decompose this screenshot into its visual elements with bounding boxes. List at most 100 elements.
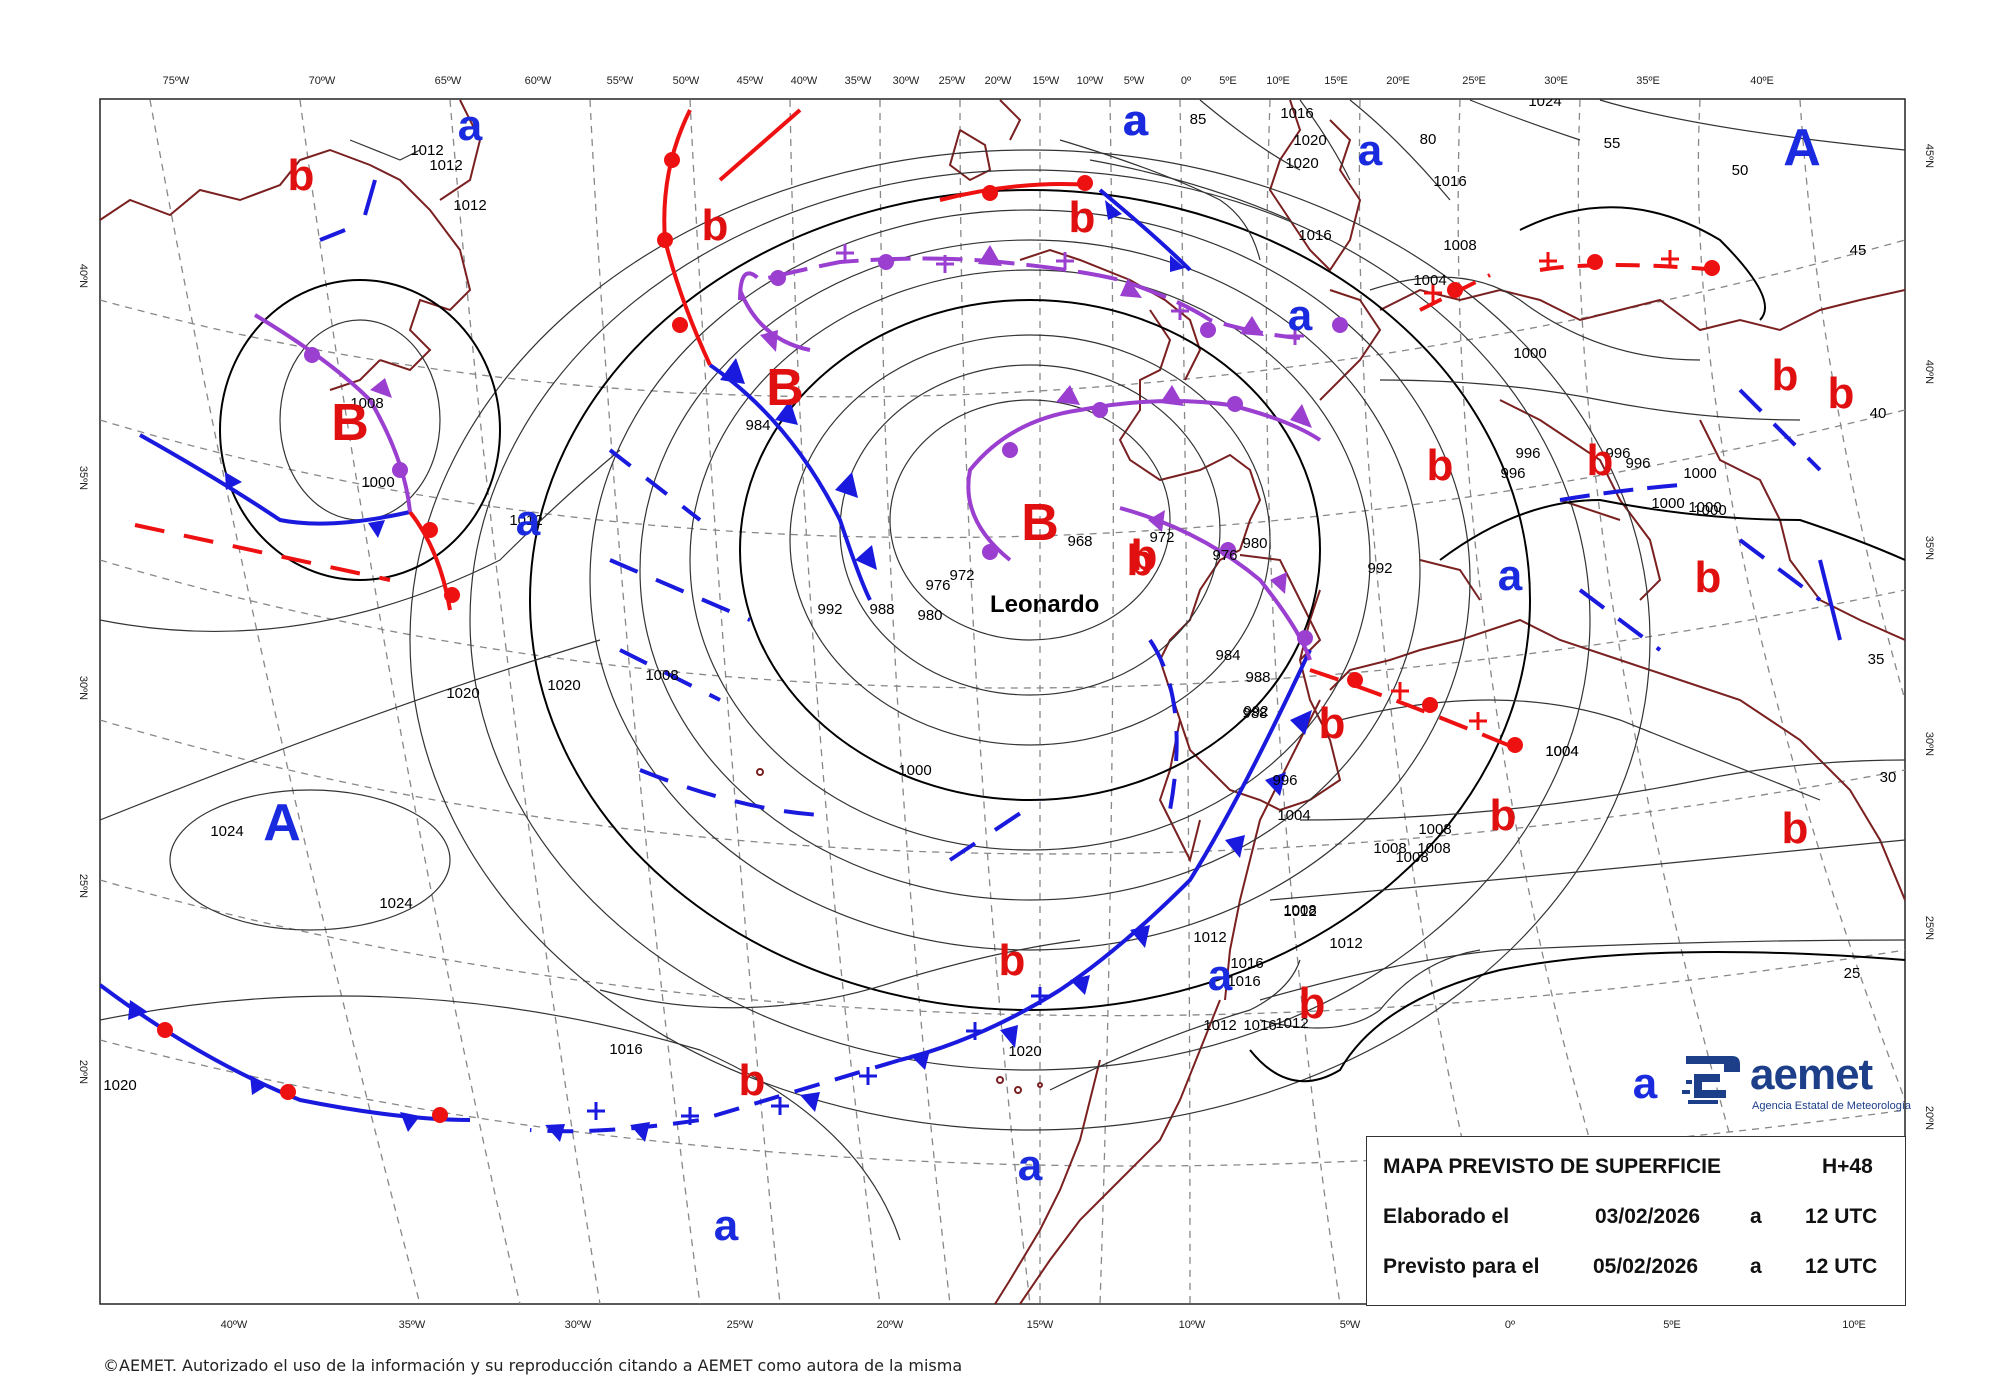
copyright-notice: ©AEMET. Autorizado el uso de la informac… [103,1356,963,1375]
small-high-label: a [1123,96,1148,145]
small-high-label: a [1288,291,1313,340]
isobar-value-label: 1012 [1203,1017,1236,1034]
bottom-lon-label: 10ºW [1179,1319,1206,1331]
info-lead-time: H+48 [1822,1155,1873,1178]
right-lat-label: 45ºN [1923,144,1935,168]
isobar-value-label: 996 [1272,772,1297,789]
left-lat-label: 30ºN [77,676,89,700]
isobar-value-label: 1016 [1230,955,1263,972]
isobar-value-label: 1004 [1413,272,1446,289]
graticule-value-label: 35 [1868,651,1885,668]
top-lon-label: 5ºW [1124,75,1145,87]
isobar-value-label: 1020 [1285,155,1318,172]
graticule-value-label: 80 [1420,131,1437,148]
bottom-lon-label: 15ºW [1027,1319,1054,1331]
small-low-label: b [1490,791,1517,840]
map-frame [99,98,1906,1305]
small-low-label: b [1587,436,1614,485]
graticule-value-label: 30 [1880,769,1897,786]
isobar-value-label: 996 [1515,445,1540,462]
top-lon-label: 70ºW [309,75,336,87]
left-lat-label: 35ºN [77,466,89,490]
isobar-value-label: 1020 [103,1077,136,1094]
isobar-value-label: 984 [1215,647,1240,664]
top-lon-label: 30ºW [893,75,920,87]
isobar-value-label: 972 [1149,529,1174,546]
isobar-value-label: 1012 [1275,1015,1308,1032]
graticule-value-label: 45 [1850,242,1867,259]
top-lon-label: 10ºW [1077,75,1104,87]
left-lat-label: 25ºN [77,874,89,898]
small-low-label: b [1695,553,1722,602]
isobar-value-label: 972 [949,567,974,584]
isobar-value-label: 1004 [1545,743,1578,760]
top-lon-label: 55ºW [607,75,634,87]
small-low-label: b [999,936,1026,985]
small-high-label: a [1018,1141,1043,1190]
graticule [100,99,1905,1304]
info-issued-label: Elaborado el [1383,1205,1510,1228]
isobar-value-label: 1012 [1283,903,1316,920]
info-issued-date: 03/02/2026 [1595,1205,1701,1228]
isobar-value-label: 1008 [645,667,678,684]
top-lon-label: 65ºW [435,75,462,87]
isobars [100,99,1905,1241]
isobar-value-label: 1012 [1193,929,1226,946]
top-lon-label: 15ºE [1324,75,1348,87]
isobar-value-label: 980 [1242,535,1267,552]
top-lon-label: 25ºW [939,75,966,87]
isobar-value-label: 980 [917,607,942,624]
isobar-value-label: 988 [1245,669,1270,686]
isobar-value-label: 1004 [1545,743,1578,760]
bottom-lon-label: 20ºW [877,1319,904,1331]
top-lon-label: 5ºE [1219,75,1236,87]
top-lon-label: 50ºW [673,75,700,87]
bottom-lon-label: 0º [1505,1319,1515,1331]
right-lat-label: 35ºN [1923,536,1935,560]
isobar-value-label: 992 [817,601,842,618]
graticule-value-label: 40 [1870,405,1887,422]
isobar-value-label: 1020 [1293,132,1326,149]
top-lon-label: 0º [1181,75,1191,87]
isobar-value-label: 1000 [1683,465,1716,482]
info-valid-label: Previsto para el [1383,1255,1540,1278]
isobar-value-label: 1000 [1693,502,1726,519]
top-lon-label: 40ºW [791,75,818,87]
small-low-label: b [1427,441,1454,490]
right-lat-label: 40ºN [1923,360,1935,384]
graticule-value-label: 50 [1732,162,1749,179]
info-valid-time: 12 UTC [1805,1255,1878,1278]
isobar-value-label: 1012 [410,142,443,159]
small-low-label: b [1828,369,1855,418]
isobar-value-label: 996 [1625,455,1650,472]
coastlines [100,99,1905,1304]
isobar-value-label: 1016 [1227,973,1260,990]
isobar-value-label: 1024 [210,823,243,840]
isobar-value-label: 992 [1367,560,1392,577]
small-high-label: a [1208,951,1233,1000]
top-lon-label: 25ºE [1462,75,1486,87]
storm-name-label: Leonardo [990,591,1099,618]
top-lon-label: 20ºE [1386,75,1410,87]
small-low-label: b [1772,351,1799,400]
bottom-lon-label: 40ºW [221,1319,248,1331]
left-lat-label: 20ºN [77,1060,89,1084]
isobar-value-label: 988 [1242,705,1267,722]
top-lon-label: 35ºW [845,75,872,87]
isobar-value-label: 1016 [1433,173,1466,190]
isobar-value-label: 1008 [1395,849,1428,866]
low-pressure-center: B [766,359,804,417]
small-low-label: b [1319,699,1346,748]
isobar-value-label: 1008 [1373,840,1406,857]
graticule-value-label: 85 [1190,111,1207,128]
isobar-value-label: 1024 [1528,93,1561,110]
isobar-value-label: 1008 [350,395,383,412]
isobar-value-label: 1000 [361,474,394,491]
small-low-label: b [1299,979,1326,1028]
top-lon-label: 75ºW [163,75,190,87]
isobar-value-label: 1024 [379,895,412,912]
isobar-value-label: 1012 [453,197,486,214]
small-high-label: a [458,101,483,150]
top-lon-label: 40ºE [1750,75,1774,87]
